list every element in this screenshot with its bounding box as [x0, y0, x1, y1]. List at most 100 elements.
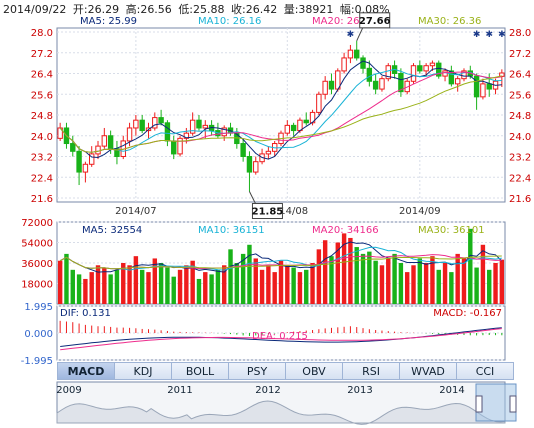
- volume-bar: [209, 274, 214, 304]
- candle-body: [454, 78, 461, 85]
- volume-bar: [171, 276, 176, 304]
- annotation-leader: [356, 27, 364, 42]
- candle-body: [70, 143, 76, 152]
- tab-wvad[interactable]: WVAD: [399, 362, 456, 380]
- price-x-label: 2014/08: [267, 206, 309, 217]
- volume-bar: [411, 265, 416, 304]
- candle-body: [101, 135, 108, 147]
- candle-body: [107, 135, 114, 150]
- event-marker-icon: ✱: [473, 30, 481, 40]
- candle-body: [461, 70, 467, 80]
- price-y-tick-left: 26.4: [31, 70, 53, 81]
- annotation-box: [359, 12, 391, 29]
- volume-ma10-line: [59, 246, 502, 271]
- annotation-label: 27.66: [359, 16, 391, 27]
- volume-bar: [234, 263, 240, 304]
- macd-y-tick: -1.995: [21, 356, 53, 367]
- volume-bar: [461, 258, 467, 304]
- candle-body: [139, 119, 145, 132]
- price-y-tick-left: 27.2: [31, 49, 53, 60]
- volume-bar: [70, 269, 75, 304]
- price-ma30-line: [59, 75, 502, 153]
- annotation-box: [251, 203, 283, 220]
- candle-body: [354, 49, 360, 59]
- indicator-tabs: MACD KDJ BOLL PSY OBV RSI WVAD CCI: [57, 362, 514, 380]
- volume-bar: [480, 244, 486, 304]
- volume-bar: [108, 274, 113, 304]
- candle-body: [196, 119, 202, 129]
- volume-bar: [417, 258, 423, 304]
- header-volume: 量:38921: [283, 3, 334, 16]
- volume-bar: [139, 269, 145, 304]
- volume-bar: [203, 272, 208, 304]
- candle-body: [410, 65, 417, 82]
- overview-area: [56, 400, 506, 425]
- candle-body: [480, 83, 486, 98]
- price-y-tick-left: 24.8: [31, 111, 53, 122]
- price-legend-item: MA30: 26.36: [418, 16, 481, 27]
- tab-cci[interactable]: CCI: [456, 362, 514, 380]
- candle-body: [158, 117, 164, 124]
- volume-bar: [89, 272, 94, 304]
- tab-psy[interactable]: PSY: [228, 362, 285, 380]
- tab-macd[interactable]: MACD: [57, 362, 114, 380]
- volume-bar: [404, 272, 410, 304]
- overview-left-handle: [475, 395, 483, 413]
- price-y-tick-left: 25.6: [31, 90, 53, 101]
- volume-bar: [474, 267, 479, 304]
- candle-body: [189, 119, 196, 134]
- candle-body: [429, 62, 436, 67]
- candle-body: [360, 57, 366, 69]
- volume-bar: [196, 278, 202, 304]
- volume-bar: [493, 263, 498, 304]
- candle-body: [177, 137, 183, 155]
- candle-body: [316, 93, 322, 113]
- overview-right-handle: [509, 395, 517, 413]
- candle-body: [240, 143, 246, 157]
- candle-body: [417, 65, 423, 72]
- volume-legend-item: MA5: 32554: [82, 225, 142, 236]
- volume-y-tick: 72000: [21, 218, 53, 229]
- header-open: 开:26.29: [72, 3, 120, 16]
- volume-bar: [398, 263, 404, 304]
- tab-boll[interactable]: BOLL: [171, 362, 228, 380]
- price-y-tick-right: 21.6: [509, 194, 531, 205]
- candle-body: [202, 124, 208, 129]
- volume-bar: [367, 251, 372, 304]
- tab-kdj[interactable]: KDJ: [114, 362, 171, 380]
- volume-bar: [190, 260, 195, 304]
- volume-bar: [102, 267, 107, 304]
- price-header: 2014/09/22 开:26.29 高:26.56 低:25.88 收:26.…: [3, 1, 393, 17]
- macd-y-tick: 0.000: [24, 329, 53, 340]
- header-high: 高:26.56: [125, 3, 172, 16]
- volume-bar: [222, 265, 227, 304]
- price-y-tick-right: 24.0: [509, 132, 531, 143]
- tab-label: BOLL: [185, 364, 215, 378]
- tab-rsi[interactable]: RSI: [342, 362, 399, 380]
- tab-label: OBV: [302, 364, 326, 378]
- volume-bar: [114, 269, 120, 304]
- volume-bar: [215, 269, 221, 304]
- annotation-label: 21.85: [252, 207, 284, 218]
- price-y-tick-right: 22.4: [509, 173, 531, 184]
- overview-year-label: 2009: [56, 385, 81, 396]
- tab-label: KDJ: [133, 364, 153, 378]
- candle-body: [448, 70, 455, 85]
- volume-bar: [177, 269, 183, 304]
- price-y-tick-left: 24.0: [31, 132, 53, 143]
- volume-bar: [449, 272, 454, 304]
- tab-obv[interactable]: OBV: [285, 362, 342, 380]
- volume-bar: [322, 240, 328, 304]
- volume-bar: [184, 265, 189, 304]
- price-x-label: 2014/07: [115, 206, 157, 217]
- price-y-tick-right: 27.2: [509, 49, 531, 60]
- candle-body: [347, 49, 354, 59]
- candle-body: [366, 67, 373, 82]
- candle-body: [82, 163, 89, 173]
- price-y-tick-right: 23.2: [509, 153, 531, 164]
- candle-body: [114, 148, 120, 157]
- volume-bar: [354, 247, 359, 304]
- candle-body: [57, 127, 63, 139]
- volume-bar: [341, 233, 347, 304]
